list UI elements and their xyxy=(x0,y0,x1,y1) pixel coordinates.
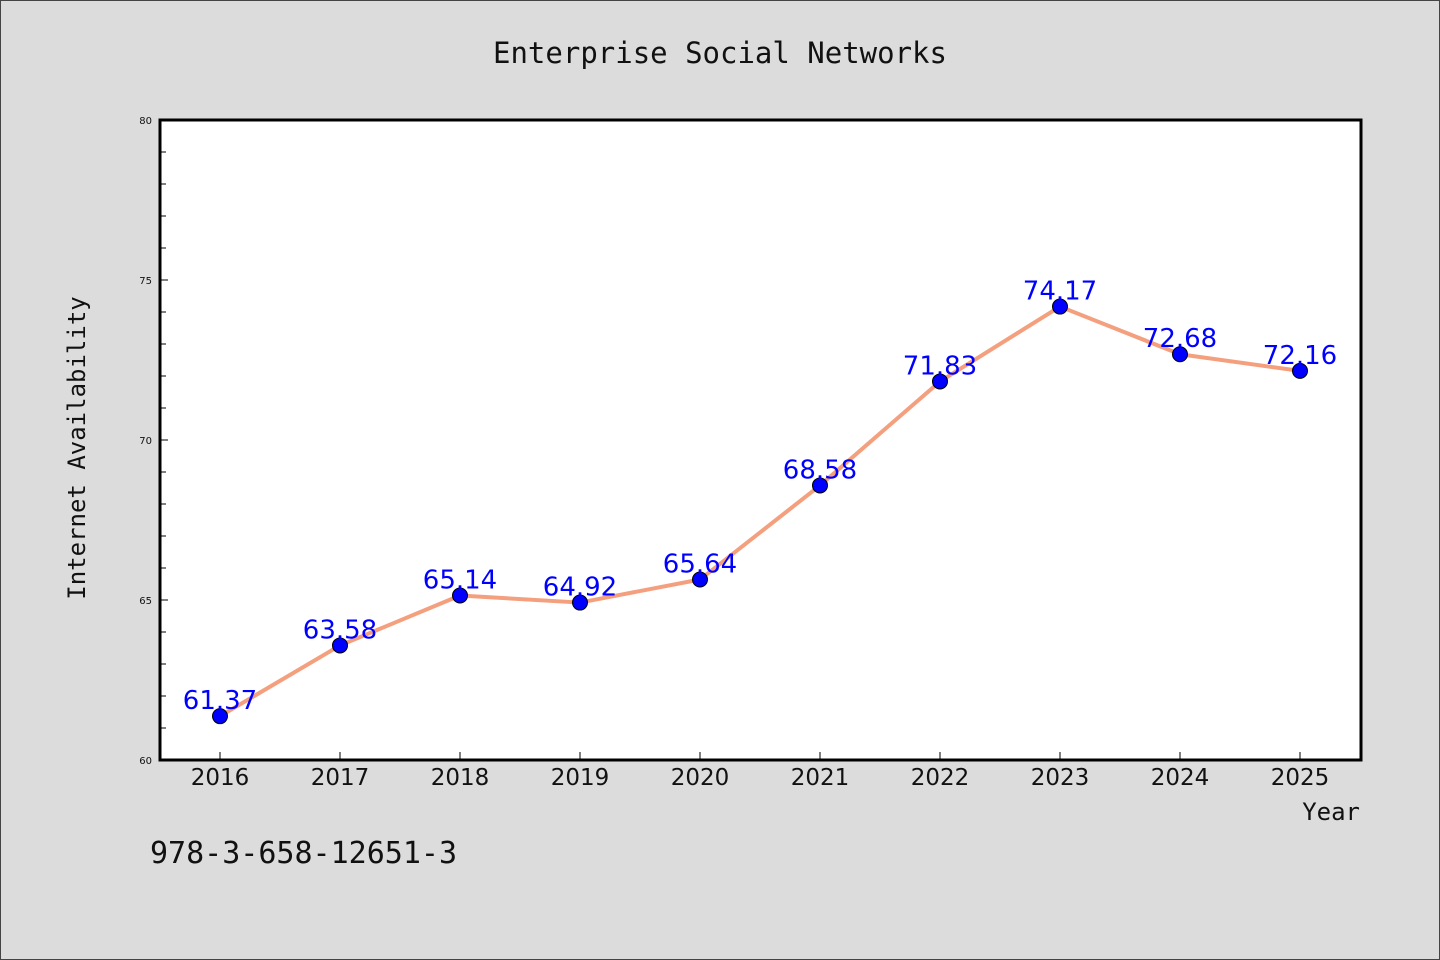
data-label: 65.14 xyxy=(423,566,497,596)
x-tick-label: 2023 xyxy=(1031,765,1090,791)
data-point xyxy=(1172,346,1188,363)
data-point xyxy=(212,708,228,725)
x-tick-label: 2025 xyxy=(1271,765,1330,791)
data-point xyxy=(572,594,588,611)
data-point xyxy=(452,587,468,604)
data-point xyxy=(932,373,948,390)
plot-area xyxy=(158,118,1363,762)
data-point xyxy=(692,571,708,588)
data-label: 72.68 xyxy=(1143,324,1217,354)
data-point xyxy=(1292,362,1308,379)
y-axis: 60 65 70 75 80 xyxy=(139,116,168,767)
data-label: 71.83 xyxy=(903,351,977,381)
series-group xyxy=(212,298,1308,725)
data-label: 74.17 xyxy=(1023,277,1097,307)
data-label: 72.16 xyxy=(1263,341,1337,371)
x-tick-label: 2021 xyxy=(791,765,850,791)
data-label: 63.58 xyxy=(303,615,377,645)
data-point xyxy=(812,477,828,494)
x-axis-title: Year xyxy=(1302,798,1360,826)
y-tick-label: 70 xyxy=(139,436,152,447)
isbn-text: 978-3-658-12651-3 xyxy=(150,836,457,871)
data-label: 68.58 xyxy=(783,455,857,485)
data-label: 65.64 xyxy=(663,550,737,580)
x-tick-label: 2016 xyxy=(191,765,250,791)
x-tick-label: 2017 xyxy=(311,765,370,791)
y-tick-label: 80 xyxy=(139,116,152,127)
series-line xyxy=(218,304,1301,718)
y-tick-label: 60 xyxy=(139,756,152,767)
x-axis: 2016 2017 2018 2019 2020 2021 2022 2023 2024 2025 xyxy=(191,752,1330,791)
y-tick-label: 75 xyxy=(139,276,152,287)
data-label: 61.37 xyxy=(183,686,257,716)
x-tick-label: 2022 xyxy=(911,765,970,791)
data-point xyxy=(1052,298,1068,315)
x-tick-label: 2019 xyxy=(551,765,610,791)
data-label: 64.92 xyxy=(543,573,617,603)
x-tick-label: 2020 xyxy=(671,765,730,791)
chart-title: Enterprise Social Networks xyxy=(493,36,947,70)
data-point xyxy=(332,637,348,654)
x-tick-label: 2024 xyxy=(1151,765,1210,791)
data-labels: 61.37 63.58 65.14 64.92 65.64 68.58 71.83 74.17… xyxy=(183,277,1337,717)
y-tick-label: 65 xyxy=(139,596,152,607)
x-tick-label: 2018 xyxy=(431,765,490,791)
y-axis-title: Internet Availability xyxy=(63,296,91,599)
